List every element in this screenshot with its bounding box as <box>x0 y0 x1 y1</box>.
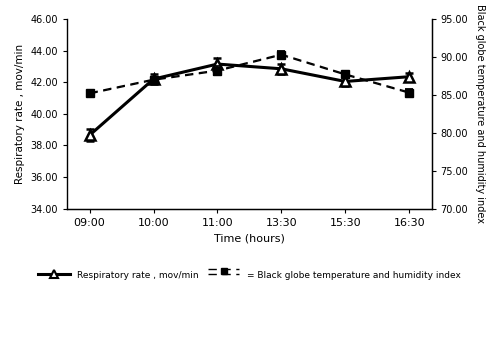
Y-axis label: Respiratory rate , mov/min: Respiratory rate , mov/min <box>15 44 25 184</box>
Y-axis label: Black globe temperature and humidity index: Black globe temperature and humidity ind… <box>475 5 485 223</box>
X-axis label: Time (hours): Time (hours) <box>214 233 285 243</box>
Legend: Respiratory rate , mov/min, = Black globe temperature and humidity index: Respiratory rate , mov/min, = Black glob… <box>34 266 464 283</box>
